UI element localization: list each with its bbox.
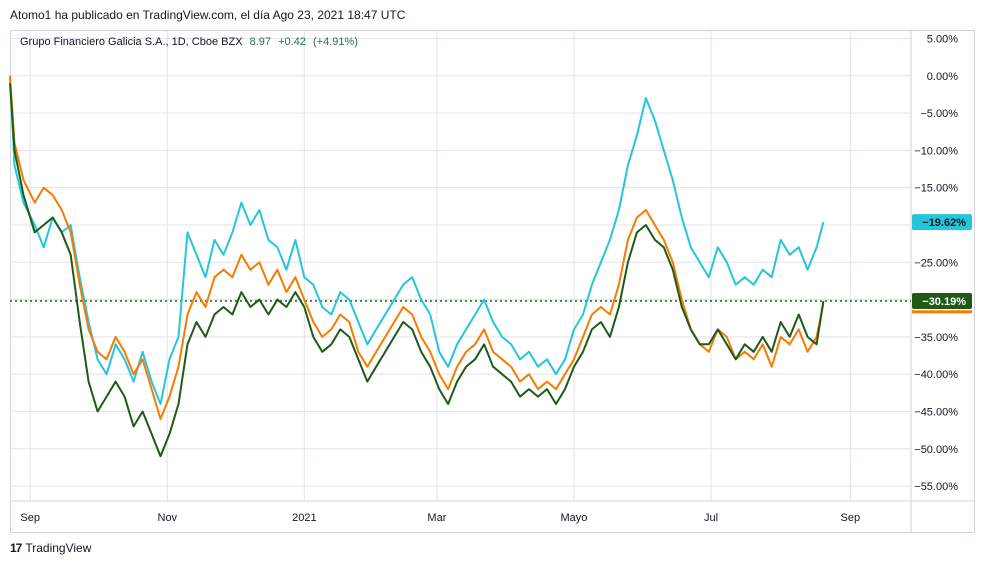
y-tick-label: 5.00% — [927, 33, 958, 45]
last-value-tag-orange — [912, 310, 972, 314]
y-tick-label: −25.00% — [914, 257, 958, 269]
brand[interactable]: 17 TradingView — [10, 541, 91, 555]
publish-header: Atomo1 ha publicado en TradingView.com, … — [10, 8, 406, 22]
y-tick-label: −55.00% — [914, 481, 958, 493]
x-tick-label: Jul — [704, 512, 718, 524]
y-tick-label: −35.00% — [914, 332, 958, 344]
brand-name: TradingView — [25, 541, 92, 555]
tradingview-logo-icon: 17 — [10, 541, 22, 555]
x-tick-label: 2021 — [292, 512, 316, 524]
y-tick-label: −10.00% — [914, 145, 958, 157]
legend-last-price: 8.97 — [249, 36, 272, 48]
x-tick-label: Sep — [841, 512, 861, 524]
last-value-tag — [912, 214, 972, 231]
last-value-label: −30.19% — [922, 296, 966, 308]
legend-change: +0.42 — [278, 36, 306, 48]
x-tick-label: Mar — [427, 512, 446, 524]
last-value-tag — [912, 292, 972, 309]
y-tick-label: −15.00% — [914, 183, 958, 195]
series-line-2[interactable] — [9, 83, 825, 458]
y-tick-label: −50.00% — [914, 444, 958, 456]
y-tick-label: −45.00% — [914, 406, 958, 418]
y-tick-label: −5.00% — [920, 108, 958, 120]
last-value-label: −19.62% — [922, 217, 966, 229]
y-tick-label: 0.00% — [927, 71, 958, 83]
legend-change-pct: (+4.91%) — [313, 36, 358, 48]
x-tick-label: Mayo — [561, 512, 588, 524]
chart-frame — [10, 30, 975, 533]
x-tick-label: Nov — [158, 512, 178, 524]
x-tick-label: Sep — [20, 512, 40, 524]
series-line-1[interactable] — [9, 75, 825, 420]
chart-legend[interactable]: Grupo Financiero Galicia S.A., 1D, Cboe … — [20, 36, 358, 48]
legend-symbol: Grupo Financiero Galicia S.A., 1D, Cboe … — [20, 36, 243, 48]
y-tick-label: −40.00% — [914, 369, 958, 381]
series-line-0[interactable] — [9, 75, 825, 405]
